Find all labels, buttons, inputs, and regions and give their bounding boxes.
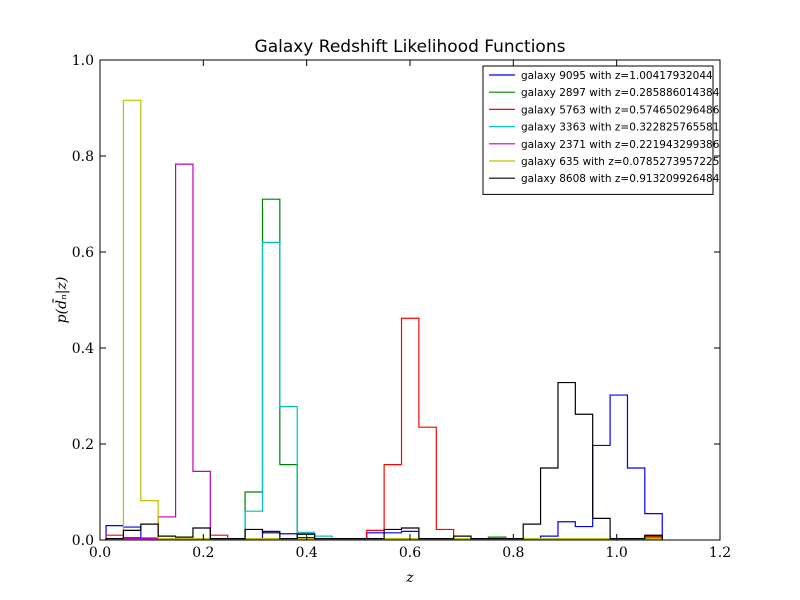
x-tick-label: 0.6	[399, 545, 421, 561]
series-layer	[105, 99, 663, 540]
x-tick-label: 0.2	[192, 545, 214, 561]
x-tick-label: 0.8	[502, 545, 524, 561]
legend-label: galaxy 635 with z=0.0785273957225	[521, 156, 719, 168]
chart-title: Galaxy Redshift Likelihood Functions	[255, 37, 566, 57]
x-tick-label: 1.2	[709, 545, 731, 561]
y-tick-label: 0.8	[72, 149, 94, 165]
y-tick-label: 0.4	[72, 341, 94, 357]
legend-box	[482, 65, 714, 195]
series-2-step-line	[105, 317, 663, 540]
x-tick-label: 0.0	[89, 545, 111, 561]
x-tick-label: 0.4	[296, 545, 318, 561]
y-axis-label: p(d̄ₙ|z)	[52, 277, 70, 324]
y-tick-label: 1.0	[72, 53, 94, 69]
legend-label: galaxy 3363 with z=0.322825765581	[521, 122, 719, 134]
ticks-layer: 0.0 0.2 0.4 0.6 0.8 1.0 1.2 0.0 0.2 0.4 0.6 0.8 1.0	[72, 53, 731, 561]
y-tick-label: 0.6	[72, 245, 94, 261]
y-tick-label: 0.2	[72, 437, 94, 453]
x-tick-label: 1.0	[606, 545, 628, 561]
legend-label: galaxy 9095 with z=1.00417932044	[521, 70, 713, 82]
legend: galaxy 9095 with z=1.00417932044 galaxy 2…	[482, 65, 720, 195]
legend-label: galaxy 8608 with z=0.913209926484	[521, 173, 720, 185]
legend-label: galaxy 5763 with z=0.574650296486	[521, 104, 720, 116]
x-axis-label: z	[405, 570, 414, 586]
y-tick-label: 0.0	[72, 533, 94, 549]
series-6-step-line	[105, 381, 663, 540]
legend-label: galaxy 2371 with z=0.221943299386	[521, 139, 720, 151]
legend-label: galaxy 2897 with z=0.285886014384	[521, 87, 720, 99]
